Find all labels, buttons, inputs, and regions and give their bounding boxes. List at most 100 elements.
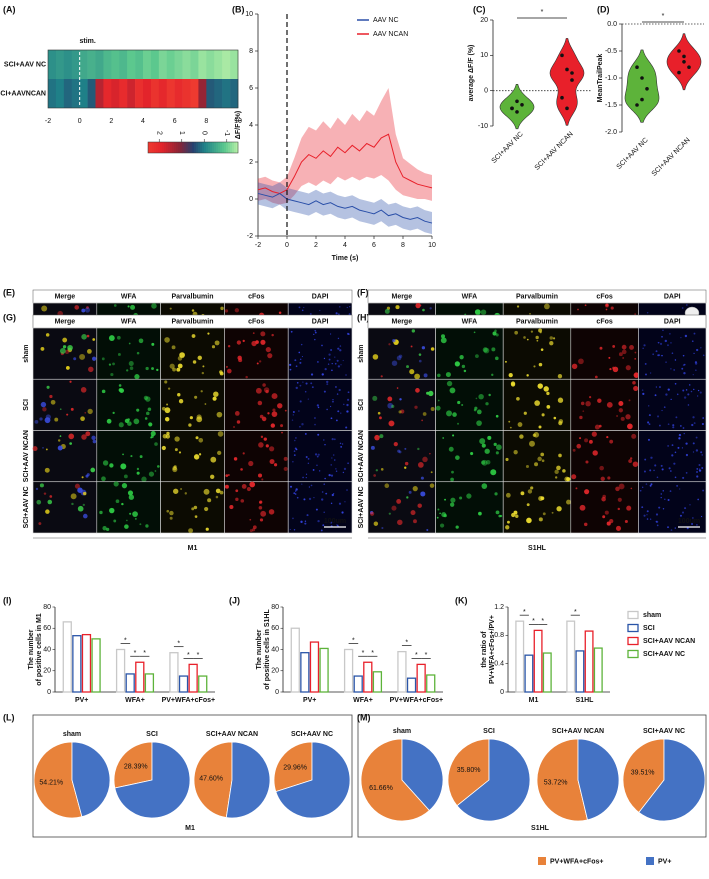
cell-dot: [284, 409, 287, 412]
cell-dot: [85, 474, 89, 478]
cell-dot: [667, 388, 670, 391]
cell-dot: [702, 417, 705, 419]
cell-dot: [645, 483, 648, 485]
cell-dot: [79, 353, 86, 360]
cell-dot: [173, 488, 179, 494]
cell-dot: [541, 413, 545, 417]
cell-dot: [118, 422, 124, 428]
colorbar-step: [216, 142, 219, 153]
micrograph: [224, 327, 289, 380]
colorbar-step: [152, 142, 155, 153]
cell-dot: [299, 425, 301, 428]
panel-caption: S1HL: [531, 825, 550, 832]
colorbar-step: [168, 142, 171, 153]
cell-dot: [617, 497, 622, 502]
significance: *: [523, 609, 526, 616]
cell-dot: [62, 337, 68, 343]
cell-dot: [169, 363, 175, 369]
cell-dot: [670, 368, 672, 370]
row-label: sham: [358, 344, 365, 362]
cell-dot: [304, 390, 307, 393]
cell-dot: [344, 501, 346, 503]
cell-dot: [631, 433, 637, 439]
cell-dot: [84, 411, 87, 414]
cell-dot: [136, 408, 140, 412]
cell-dot: [540, 452, 545, 457]
cell-dot: [680, 425, 682, 427]
cell-dot: [278, 311, 282, 315]
cell-dot: [682, 389, 685, 392]
pie-slice: [360, 738, 430, 822]
cell-dot: [331, 493, 334, 497]
cell-dot: [101, 476, 106, 482]
cell-dot: [166, 403, 169, 406]
cell-dot: [546, 391, 550, 396]
heatmap-cell: [48, 79, 57, 108]
cell-dot: [177, 363, 183, 369]
cell-dot: [342, 443, 344, 445]
y-tick-label: -2.0: [605, 129, 617, 136]
column-header: Parvalbumin: [171, 293, 213, 300]
cell-dot: [151, 303, 157, 309]
legend-label: SCI+AAV NC: [643, 651, 685, 658]
panel-label: (C): [473, 4, 486, 14]
cell-dot: [330, 464, 332, 466]
column-header: WFA: [462, 293, 478, 300]
cell-dot: [302, 381, 304, 383]
micrograph: [367, 430, 436, 483]
cell-dot: [236, 340, 242, 345]
cell-dot: [261, 478, 264, 481]
cell-dot: [316, 464, 318, 466]
bar: [353, 675, 363, 693]
panel-label: (K): [455, 595, 468, 605]
colorbar-label: -1: [223, 130, 230, 136]
cell-dot: [145, 524, 149, 528]
data-point: [565, 67, 569, 72]
colorbar-step: [194, 142, 197, 153]
micrograph: [96, 430, 161, 483]
legend-label: SCI: [643, 625, 655, 632]
cell-dot: [608, 356, 611, 359]
legend-swatch: [646, 857, 654, 865]
cell-dot: [652, 353, 655, 356]
cell-dot: [579, 504, 586, 511]
panel-label: (I): [3, 595, 12, 605]
cell-dot: [667, 498, 670, 502]
pie-value-label: 53.72%: [544, 779, 568, 786]
cell-dot: [526, 503, 530, 507]
cell-dot: [400, 409, 405, 414]
cell-dot: [678, 437, 681, 440]
cell-dot: [688, 384, 691, 386]
legend-label: PV+: [658, 858, 671, 865]
heatmap-cell: [87, 50, 96, 79]
cell-dot: [324, 477, 326, 480]
cell-dot: [410, 345, 413, 348]
cell-dot: [270, 423, 276, 428]
bar: [515, 620, 525, 693]
cell-dot: [421, 346, 426, 350]
cell-dot: [241, 484, 247, 489]
cell-dot: [106, 418, 112, 424]
cell-dot: [121, 483, 128, 489]
cell-dot: [662, 508, 665, 510]
cell-dot: [388, 420, 395, 427]
cell-dot: [59, 435, 62, 437]
scale-bar-label: 100um: [678, 518, 700, 525]
cell-dot: [271, 393, 278, 400]
violin: [499, 84, 535, 130]
cell-dot: [492, 331, 497, 336]
cell-dot: [233, 426, 235, 428]
cell-dot: [295, 488, 298, 491]
pie-title: SCI: [483, 728, 495, 735]
cell-dot: [207, 332, 210, 335]
cell-dot: [335, 419, 338, 422]
cell-dot: [428, 390, 434, 397]
cell-dot: [515, 514, 519, 518]
cell-dot: [493, 442, 497, 446]
cell-dot: [508, 420, 511, 423]
cell-dot: [119, 388, 125, 393]
cell-dot: [44, 467, 50, 473]
cell-dot: [188, 528, 194, 534]
cell-dot: [535, 335, 539, 340]
